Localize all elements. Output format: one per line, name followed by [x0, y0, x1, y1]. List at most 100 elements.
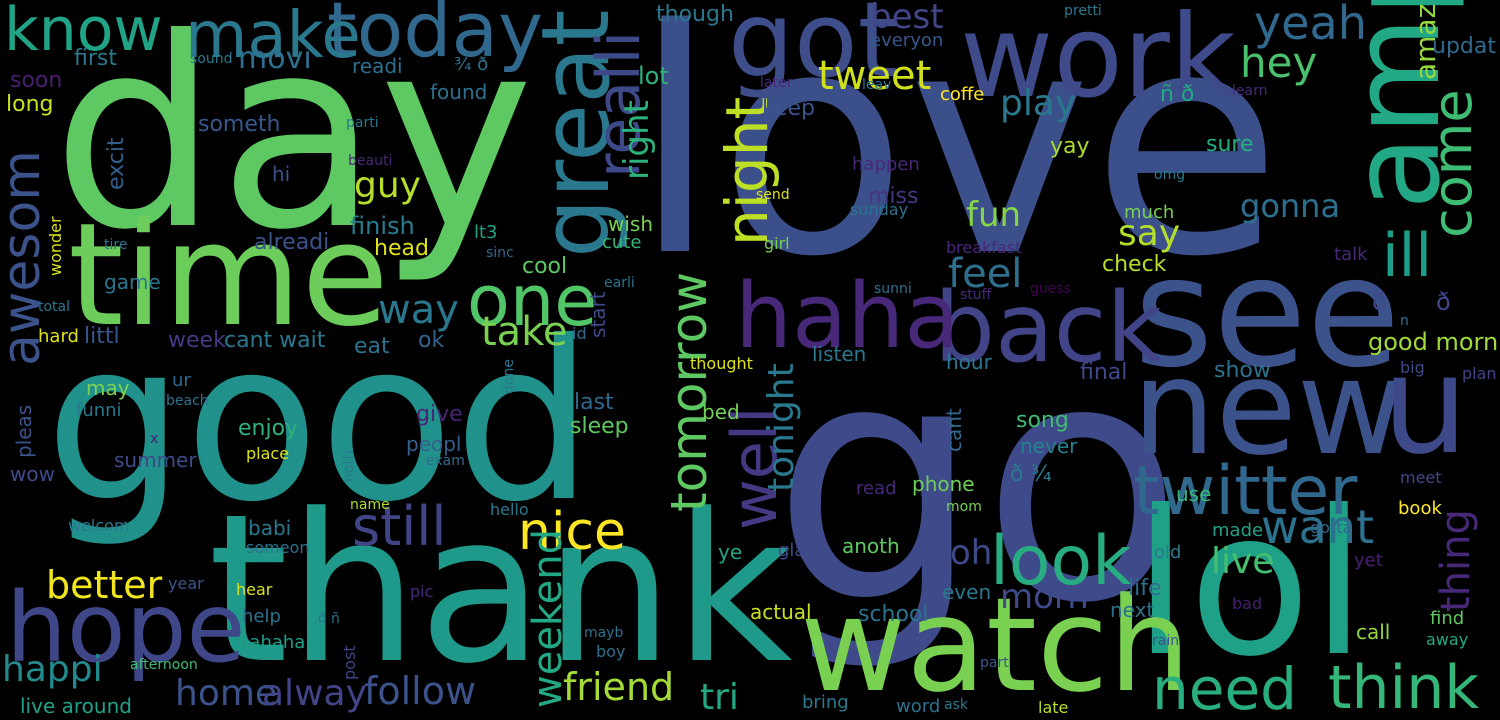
word: ð ñ	[318, 611, 340, 627]
word: n	[1400, 313, 1409, 329]
word: meet	[1400, 468, 1442, 487]
word: day	[52, 0, 534, 287]
word: need	[1152, 655, 1297, 720]
word: ask	[944, 697, 968, 713]
word: cant wait	[224, 328, 326, 353]
word: hard	[38, 326, 79, 347]
word: game	[104, 270, 161, 294]
word: readi	[352, 54, 403, 78]
word: noth	[341, 450, 357, 482]
word: never	[1020, 434, 1078, 458]
word: glad	[778, 540, 817, 561]
word: coffe	[940, 84, 985, 105]
word: boy	[596, 642, 626, 661]
word: peopl	[406, 432, 462, 456]
word: go	[772, 291, 1184, 675]
word: eat	[354, 334, 390, 359]
word: id	[572, 324, 587, 343]
word: thing	[1433, 509, 1479, 612]
word: thought	[690, 354, 753, 373]
word: part	[980, 655, 1009, 671]
word: use	[1176, 482, 1212, 506]
word: home	[175, 673, 278, 714]
word: ok	[418, 328, 445, 353]
word: exam	[426, 453, 465, 469]
word: new	[1132, 331, 1405, 485]
word: big	[1400, 358, 1425, 377]
word: omg	[1154, 167, 1186, 183]
word: cute	[602, 232, 642, 253]
word: head	[374, 236, 429, 261]
word: guess	[1030, 281, 1071, 297]
word: sound	[190, 51, 233, 67]
word: better	[46, 563, 163, 607]
word: ur	[172, 370, 191, 391]
word: life	[1128, 576, 1162, 601]
word: phone	[912, 472, 975, 496]
word: live	[1211, 541, 1275, 582]
word: everyon	[870, 30, 944, 51]
word: twitter	[1133, 452, 1358, 531]
word: someth	[198, 112, 281, 137]
word: stuff	[960, 287, 992, 303]
word: gotta	[1310, 518, 1353, 537]
word: pic	[410, 582, 434, 601]
word: best	[870, 0, 944, 37]
word: make	[185, 0, 361, 73]
word: even	[942, 580, 992, 604]
word: lt3	[474, 222, 498, 243]
word: nice	[518, 502, 626, 562]
word: come	[1421, 89, 1484, 238]
word: breakfast	[946, 238, 1022, 257]
word: made	[1212, 520, 1264, 541]
word: play	[1000, 83, 1077, 124]
word: beauti	[348, 153, 393, 169]
word: take	[481, 309, 568, 355]
word: miss	[868, 184, 919, 209]
word: sunni	[874, 281, 912, 297]
word: late	[1038, 698, 1069, 717]
word: welcom	[68, 516, 130, 535]
word: know	[4, 0, 163, 65]
word: last	[574, 390, 614, 415]
word: summer	[114, 448, 197, 472]
word: want	[1261, 500, 1375, 554]
word: final	[1080, 360, 1128, 385]
word: tonight	[761, 363, 802, 492]
word: think	[1328, 653, 1479, 720]
word: found	[430, 80, 488, 104]
word: give	[416, 402, 463, 427]
word: talk	[1334, 244, 1368, 265]
word: haha	[735, 264, 960, 369]
word: yeah	[1254, 0, 1367, 50]
word: movi	[238, 41, 312, 76]
word: littl	[84, 324, 120, 349]
word: right	[617, 100, 657, 180]
word: lot	[638, 62, 669, 90]
word: ñ ð	[1160, 82, 1195, 107]
word: first	[74, 46, 117, 71]
word: rain	[1152, 633, 1180, 649]
word: ð	[1436, 288, 1451, 316]
word: today	[327, 0, 544, 74]
word: anoth	[842, 534, 900, 558]
word: ¾ ð	[454, 54, 489, 75]
word: afternoon	[130, 657, 198, 673]
word: watch	[800, 569, 1191, 720]
word: excit	[104, 137, 129, 190]
word: alway	[262, 673, 367, 714]
word: old	[1154, 542, 1182, 563]
word: fun	[966, 195, 1022, 235]
word: oh	[950, 533, 993, 573]
word: funni	[76, 400, 122, 421]
word: good morn	[1368, 328, 1499, 356]
word: place	[246, 444, 290, 463]
word: sunday	[850, 200, 909, 219]
word: thank	[208, 471, 793, 709]
word: mayb	[584, 625, 624, 641]
word: wish	[608, 212, 654, 236]
word: may	[86, 376, 130, 400]
word: cool	[522, 254, 568, 279]
word: work	[960, 0, 1236, 123]
